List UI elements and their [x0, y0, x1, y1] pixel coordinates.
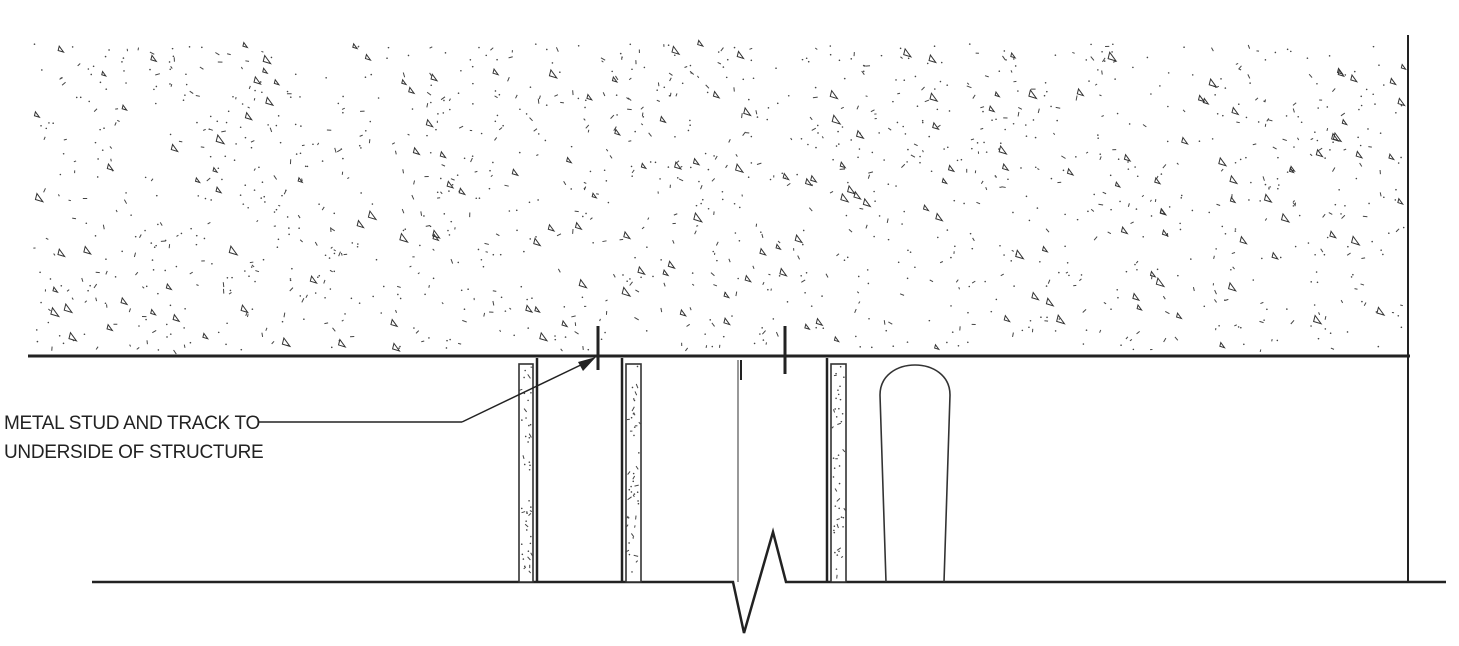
callout-leader-diagonal: [461, 361, 588, 423]
callout-label-line-1: METAL STUD AND TRACK TO: [4, 413, 260, 434]
third-gypsum-board: [830, 363, 847, 583]
rounded-profile-shape: [879, 364, 951, 583]
callout-arrowhead: [578, 357, 596, 371]
floor-line-with-break: [92, 527, 1446, 634]
second-gypsum-board: [624, 363, 642, 583]
concrete-slab: [30, 39, 1408, 355]
concrete-slab-area: [30, 40, 1408, 355]
callout-label-line-2: UNDERSIDE OF STRUCTURE: [4, 442, 263, 463]
concrete-stipple-pattern: [33, 39, 1407, 355]
left-gypsum-board: [518, 363, 534, 583]
